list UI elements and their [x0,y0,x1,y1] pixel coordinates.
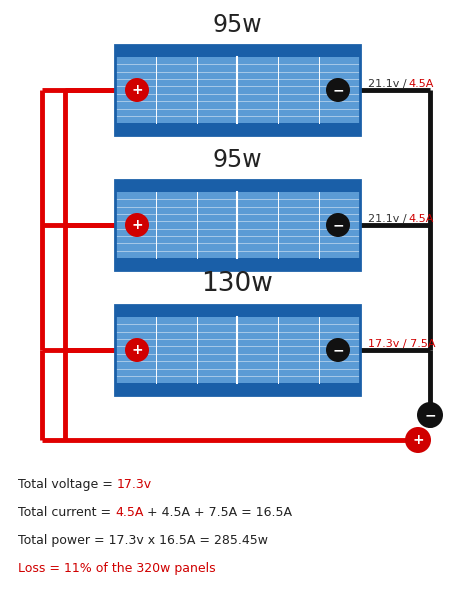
Bar [115,258,360,270]
Circle shape [417,402,443,428]
Text: 4.5A: 4.5A [408,79,433,89]
Text: 17.3v: 17.3v [117,478,152,491]
Circle shape [326,338,350,362]
Text: 17.3v / 7.5A: 17.3v / 7.5A [368,339,436,349]
Text: −: − [424,408,436,422]
Circle shape [125,338,149,362]
Circle shape [405,427,431,453]
Text: +: + [131,83,143,97]
Bar [115,180,360,270]
Bar [115,305,360,317]
Text: 21.1v /: 21.1v / [368,79,410,89]
Text: Loss = 11% of the 320w panels: Loss = 11% of the 320w panels [18,562,216,575]
Bar [115,180,360,270]
Text: +: + [412,433,424,447]
Text: + 4.5A + 7.5A = 16.5A: + 4.5A + 7.5A = 16.5A [144,506,292,519]
Bar [115,305,360,395]
Circle shape [125,213,149,237]
Text: +: + [131,343,143,357]
Text: 21.1v /: 21.1v / [368,214,410,224]
Bar [115,45,360,135]
Text: 4.5A: 4.5A [408,214,433,224]
Bar [115,180,360,192]
Text: 4.5A: 4.5A [115,506,144,519]
Bar [115,45,360,57]
Text: −: − [332,218,344,232]
Bar [115,123,360,135]
Text: Total current =: Total current = [18,506,115,519]
Circle shape [125,78,149,102]
Text: Total power = 17.3v x 16.5A = 285.45w: Total power = 17.3v x 16.5A = 285.45w [18,534,268,547]
Text: 95w: 95w [213,148,262,172]
Bar [115,383,360,395]
Circle shape [326,78,350,102]
Text: 130w: 130w [201,271,273,297]
Text: +: + [131,218,143,232]
Bar [115,305,360,395]
Text: −: − [332,343,344,357]
Circle shape [326,213,350,237]
Text: Total voltage =: Total voltage = [18,478,117,491]
Text: 95w: 95w [213,13,262,37]
Bar [115,45,360,135]
Text: −: − [332,83,344,97]
